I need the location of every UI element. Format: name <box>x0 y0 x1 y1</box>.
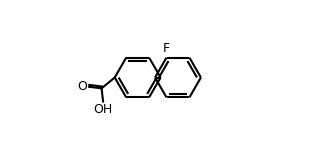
Text: OH: OH <box>94 103 113 116</box>
Text: O: O <box>77 80 87 93</box>
Text: F: F <box>163 42 170 55</box>
